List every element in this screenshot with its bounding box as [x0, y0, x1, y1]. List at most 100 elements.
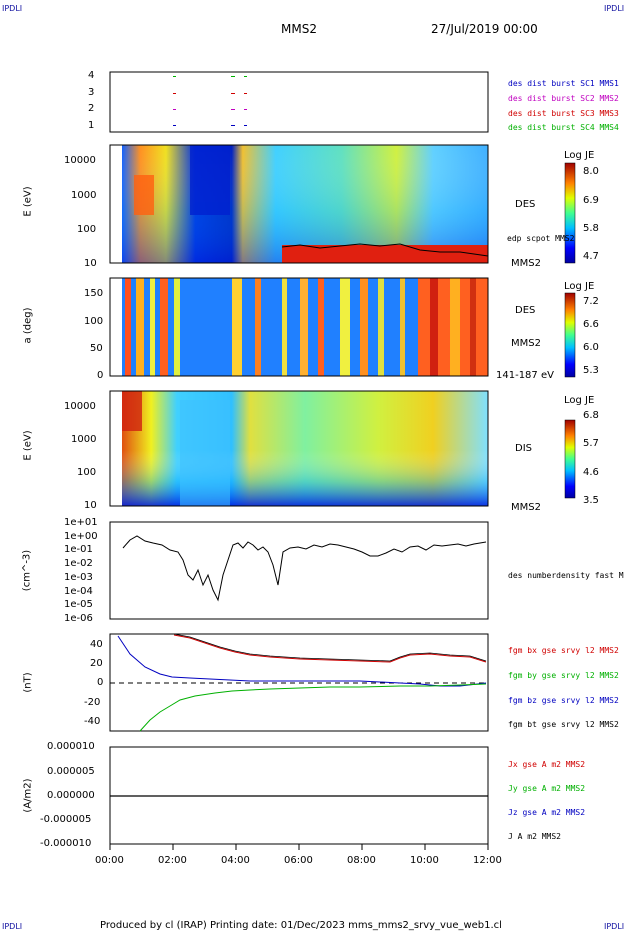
- edp-scpot-label: edp scpot MMS2: [507, 234, 575, 243]
- current-ytick-2: 0.000000: [47, 790, 95, 801]
- dis-energy-ytick-0: 10000: [64, 401, 96, 412]
- des-pitch-ytick-2: 50: [90, 343, 103, 354]
- des-energy-label: DES: [515, 199, 536, 210]
- des-energy-ytick-3: 10: [84, 258, 97, 269]
- burst-ytick-2: 2: [88, 103, 95, 114]
- density-trace: [122, 535, 487, 602]
- des-pitch-cbar-tick-1: 6.6: [583, 319, 599, 330]
- corner-logo-top-left: IPDLI: [2, 4, 23, 13]
- dis-energy-cbar-title: Log JE: [564, 395, 595, 406]
- dis-energy-cbar-tick-0: 6.8: [583, 410, 599, 421]
- density-ytick-1: 1e+00: [64, 531, 98, 542]
- density-ytick-4: 1e-03: [64, 572, 93, 583]
- dis-energy-cbar-tick-1: 5.7: [583, 438, 599, 449]
- des-energy-cbar-title: Log JE: [564, 150, 595, 161]
- bfield-ytick-0: 40: [90, 639, 103, 650]
- dis-energy-ytick-3: 10: [84, 500, 97, 511]
- corner-logo-top-right: IPDLI: [604, 4, 625, 13]
- des-pitch-energy-range: 141-187 eV: [496, 370, 554, 381]
- current-ytick-3: -0.000005: [40, 814, 92, 825]
- burst-legend-sc2: des dist burst SC2 MMS2: [508, 94, 619, 103]
- current-legend-jy: Jy gse A m2 MMS2: [508, 784, 586, 793]
- des-pitch-cbar-tick-3: 5.3: [583, 365, 599, 376]
- dis-energy-spectrogram: [122, 391, 488, 506]
- burst-legend-sc1: des dist burst SC1 MMS1: [508, 79, 619, 88]
- bfield-ytick-2: 0: [97, 677, 104, 688]
- burst-marks: [173, 76, 247, 126]
- burst-legend-sc4: des dist burst SC4 MMS4: [508, 123, 619, 132]
- des-energy-cbar-tick-3: 4.7: [583, 251, 599, 262]
- burst-ytick-3: 3: [88, 87, 95, 98]
- current-legend-jz: Jz gse A m2 MMS2: [508, 808, 586, 817]
- corner-logo-bottom-left: IPDLI: [2, 922, 23, 931]
- density-ytick-0: 1e+01: [64, 517, 98, 528]
- bfield-ylabel: (nT): [22, 672, 34, 693]
- density-ylabel: (cm^-3): [21, 549, 33, 592]
- burst-ytick-1: 1: [88, 120, 95, 131]
- corner-logo-bottom-right: IPDLI: [604, 922, 625, 931]
- x-axis-ticks: [109, 844, 489, 850]
- des-energy-ytick-0: 10000: [64, 155, 96, 166]
- des-pitch-ytick-3: 0: [97, 370, 104, 381]
- bz-trace: [117, 635, 487, 687]
- dis-energy-mms-label: MMS2: [511, 502, 541, 513]
- dis-energy-cbar-tick-3: 3.5: [583, 495, 599, 506]
- dis-energy-label: DIS: [515, 443, 532, 454]
- des-pitch-ytick-1: 100: [84, 316, 104, 327]
- x-tick-0800: 08:00: [347, 855, 376, 866]
- x-tick-0000: 00:00: [95, 855, 124, 866]
- des-energy-colorbar: [564, 162, 576, 264]
- bfield-ytick-3: -20: [84, 697, 101, 708]
- bfield-ytick-4: -40: [84, 716, 101, 727]
- spacecraft-title: MMS2: [281, 22, 317, 36]
- current-ytick-0: 0.000010: [47, 741, 95, 752]
- des-pitch-cbar-tick-0: 7.2: [583, 296, 599, 307]
- footer-credits: Produced by cl (IRAP) Printing date: 01/…: [100, 920, 502, 931]
- density-ytick-7: 1e-06: [64, 613, 93, 624]
- bfield-legend-by: fgm by gse srvy l2 MMS2: [508, 671, 619, 680]
- burst-ytick-4: 4: [88, 70, 95, 81]
- current-ylabel: (A/m2): [22, 778, 34, 813]
- des-pitch-angle-spectrogram: [122, 278, 488, 376]
- current-ytick-4: -0.000010: [40, 838, 92, 849]
- des-pitch-colorbar: [564, 292, 576, 378]
- burst-panel-frame: [109, 71, 489, 133]
- dis-energy-frame: [109, 390, 489, 507]
- des-energy-cbar-tick-2: 5.8: [583, 223, 599, 234]
- density-ytick-2: 1e-01: [64, 544, 93, 555]
- dis-energy-cbar-tick-2: 4.6: [583, 467, 599, 478]
- des-pitch-ylabel: a (deg): [22, 307, 34, 344]
- density-frame: [109, 521, 489, 620]
- bt-trace: [173, 633, 487, 662]
- dis-energy-ylabel: E (eV): [22, 430, 34, 461]
- bx-trace: [173, 634, 487, 663]
- dis-energy-colorbar: [564, 419, 576, 499]
- bfield-legend-bt: fgm bt gse srvy l2 MMS2: [508, 720, 619, 729]
- des-energy-mms-label: MMS2: [511, 258, 541, 269]
- des-pitch-cbar-tick-2: 6.0: [583, 342, 599, 353]
- des-energy-ytick-2: 100: [77, 224, 97, 235]
- density-ytick-3: 1e-02: [64, 558, 93, 569]
- des-energy-cbar-tick-1: 6.9: [583, 195, 599, 206]
- des-pitch-ytick-0: 150: [84, 288, 104, 299]
- x-tick-0400: 04:00: [221, 855, 250, 866]
- des-pitch-label: DES: [515, 305, 536, 316]
- dis-energy-ytick-1: 1000: [71, 434, 97, 445]
- bfield-legend-bx: fgm bx gse srvy l2 MMS2: [508, 646, 619, 655]
- bfield-legend-bz: fgm bz gse srvy l2 MMS2: [508, 696, 619, 705]
- x-tick-1200: 12:00: [473, 855, 502, 866]
- current-legend-jx: Jx gse A m2 MMS2: [508, 760, 586, 769]
- x-tick-1000: 10:00: [410, 855, 439, 866]
- by-trace: [139, 683, 487, 732]
- des-energy-ylabel: E (eV): [22, 186, 34, 217]
- des-pitch-angle-frame: [109, 277, 489, 377]
- des-energy-ytick-1: 1000: [71, 190, 97, 201]
- current-legend-j: J A m2 MMS2: [508, 832, 561, 841]
- dis-energy-ytick-2: 100: [77, 467, 97, 478]
- current-ytick-1: 0.000005: [47, 766, 95, 777]
- bfield-ytick-1: 20: [90, 658, 103, 669]
- date-title: 27/Jul/2019 00:00: [431, 22, 538, 36]
- des-energy-frame: [109, 144, 489, 264]
- burst-legend-sc3: des dist burst SC3 MMS3: [508, 109, 619, 118]
